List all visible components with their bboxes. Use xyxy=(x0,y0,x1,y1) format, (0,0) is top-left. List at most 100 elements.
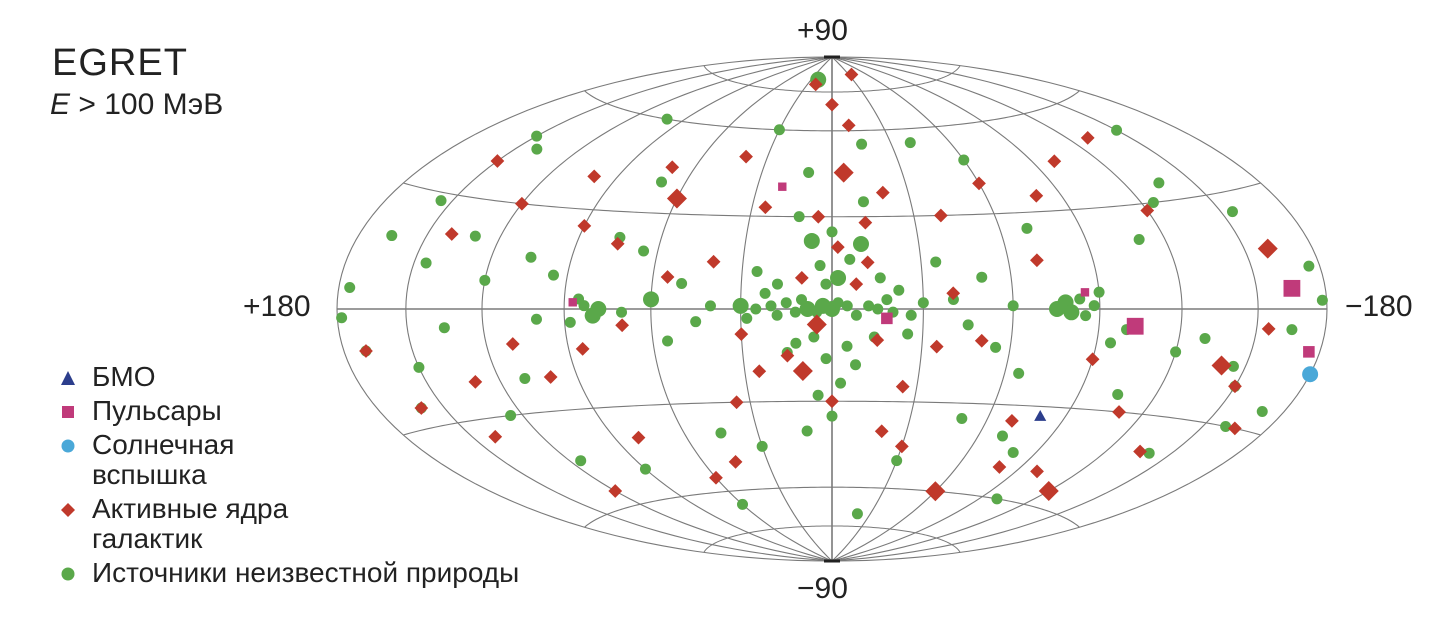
unknown-source-point xyxy=(1227,360,1239,372)
unknown-source-point xyxy=(750,303,762,315)
longitude-label-left: +180 xyxy=(243,290,311,323)
unknown-source-point xyxy=(1021,222,1033,234)
unknown-source-point xyxy=(1093,286,1105,298)
unknown-source-point xyxy=(991,493,1003,505)
unknown-source-point xyxy=(771,309,783,321)
agn-source-point xyxy=(925,481,946,502)
unknown-source-point xyxy=(850,309,862,321)
legend-item-lmc: БМО xyxy=(58,362,519,392)
unknown-source-point xyxy=(531,143,543,155)
unknown-source-point xyxy=(902,328,914,340)
legend-label-solar-flare-2: вспышка xyxy=(92,459,207,490)
agn-source-point xyxy=(780,348,795,363)
unknown-source-point xyxy=(656,176,668,188)
unknown-source-point xyxy=(420,257,432,269)
unknown-source-point xyxy=(803,167,815,179)
agn-source-point xyxy=(1085,352,1100,367)
unknown-source-point xyxy=(850,359,862,371)
longitude-label-right: −180 xyxy=(1345,290,1413,323)
energy-threshold-text: > 100 МэВ xyxy=(70,88,224,121)
agn-source-point xyxy=(794,271,809,285)
unknown-source-point xyxy=(344,281,356,293)
agn-source-point xyxy=(758,200,773,215)
unknown-source-point xyxy=(904,137,916,149)
diamond-shape xyxy=(61,503,75,517)
agn-source-point xyxy=(1030,253,1044,268)
agn-source-point xyxy=(841,118,856,133)
agn-source-point xyxy=(739,149,753,164)
unknown-source-point xyxy=(676,278,688,290)
agn-source-point xyxy=(1228,379,1242,394)
agn-source-point xyxy=(1005,413,1019,428)
agn-source-point xyxy=(860,255,875,270)
agn-source-point xyxy=(792,360,813,381)
unknown-source-point xyxy=(1133,234,1145,246)
agn-source-point xyxy=(514,196,529,211)
agn-source-point xyxy=(849,277,864,291)
agn-source-point xyxy=(615,318,629,333)
agn-source-point xyxy=(1140,203,1155,218)
agn-source-point xyxy=(844,67,859,82)
unknown-source-point xyxy=(844,253,856,265)
agn-source-point xyxy=(1227,421,1242,436)
agn-source-point xyxy=(874,424,889,439)
unknown-source-point xyxy=(584,307,601,324)
unknown-source-point xyxy=(336,312,348,324)
agn-source-point xyxy=(1030,464,1044,479)
unknown-source-point xyxy=(1088,300,1100,312)
unknown-source-point xyxy=(891,455,903,467)
legend-item-agn: Активные ядра галактик xyxy=(58,494,519,554)
agn-source-point xyxy=(444,227,459,241)
unknown-source-point xyxy=(863,300,875,312)
square-shape xyxy=(62,406,74,418)
unknown-source-point xyxy=(990,341,1002,353)
legend-item-pulsars: Пульсары xyxy=(58,396,519,426)
agn-source-point xyxy=(666,188,687,209)
unknown-source-point xyxy=(1105,337,1117,349)
lmc-source-point xyxy=(1034,410,1047,421)
flare-source-point xyxy=(1302,366,1319,383)
parallel-line xyxy=(584,486,1080,528)
agn-source-point xyxy=(1257,238,1278,259)
unknown-source-point xyxy=(812,389,824,401)
agn-source-point xyxy=(933,208,948,223)
legend-label-agn-2: галактик xyxy=(92,523,203,554)
pulsar-source-point xyxy=(1303,346,1315,358)
unknown-source-point xyxy=(956,413,968,425)
unknown-source-point xyxy=(872,303,884,315)
unknown-source-point xyxy=(386,230,398,242)
agn-source-point xyxy=(1047,154,1062,169)
energy-threshold: E > 100 МэВ xyxy=(50,88,223,122)
unknown-source-point xyxy=(814,260,826,272)
unknown-source-point xyxy=(996,430,1008,442)
unknown-source-point xyxy=(1226,206,1238,218)
agn-source-point xyxy=(1029,188,1044,203)
agn-source-point xyxy=(543,370,558,384)
agn-source-point xyxy=(577,218,592,233)
unknown-source-point xyxy=(737,498,749,510)
unknown-source-point xyxy=(1316,294,1328,306)
latitude-label-top: +90 xyxy=(797,14,848,47)
unknown-source-point xyxy=(1111,124,1123,136)
unknown-source-point xyxy=(765,300,777,312)
agn-source-point xyxy=(946,286,961,301)
figure-title: EGRET xyxy=(52,42,188,84)
unknown-source-point xyxy=(1286,324,1298,336)
unknown-source-point xyxy=(479,274,491,286)
unknown-source-point xyxy=(958,154,970,166)
unknown-source-point xyxy=(741,312,753,324)
unknown-source-point xyxy=(1256,406,1268,418)
unknown-source-point xyxy=(976,271,988,283)
agn-source-point xyxy=(1211,355,1232,376)
unknown-source-point xyxy=(852,235,869,252)
agn-source-point xyxy=(825,97,839,112)
unknown-source-point xyxy=(917,297,929,309)
circle-icon xyxy=(61,439,75,453)
agn-source-point xyxy=(709,470,723,485)
unknown-source-point xyxy=(803,232,820,249)
legend-label-pulsars: Пульсары xyxy=(92,395,222,426)
pulsar-source-point xyxy=(1080,288,1090,297)
pulsar-source-point xyxy=(568,298,577,307)
